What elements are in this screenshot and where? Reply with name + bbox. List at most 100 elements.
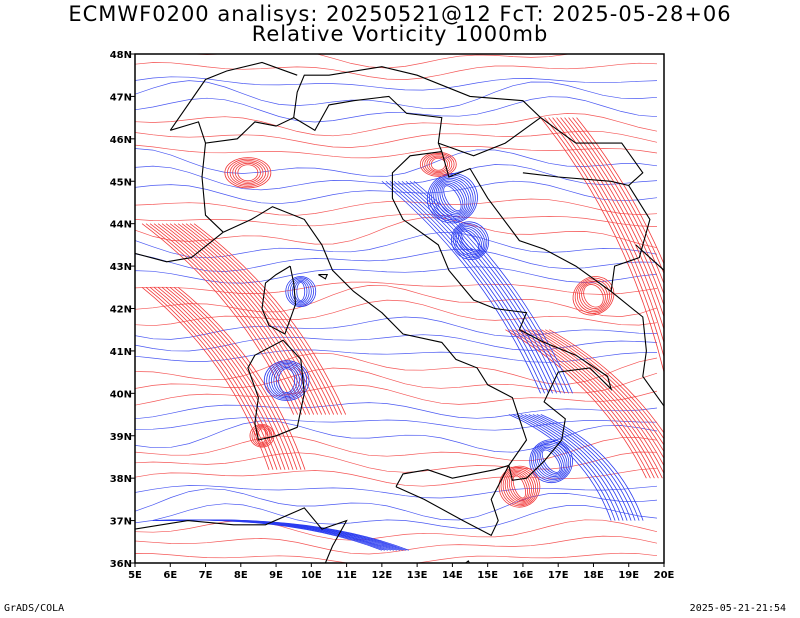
- negative-contour: [389, 180, 549, 394]
- negative-contour: [135, 96, 658, 123]
- positive-contour: [181, 223, 335, 415]
- positive-contour: [189, 223, 343, 415]
- lat-tick-label: 38N: [110, 474, 132, 485]
- negative-contour: [135, 164, 658, 191]
- negative-contour: [135, 402, 658, 420]
- longitude-axis: 5E 6E 7E 8E 9E 10E 11E 12E 13E 14E 15E 16E 17E 18E 19E…: [128, 563, 675, 581]
- positive-contour: [533, 329, 664, 460]
- positive-contour: [428, 156, 448, 172]
- negative-contour: [536, 445, 566, 478]
- negative-contour: [439, 182, 466, 215]
- negative-contour: [278, 368, 296, 394]
- positive-contour: [583, 284, 604, 308]
- positive-contour: [574, 277, 613, 314]
- lat-tick-label: 42N: [110, 305, 132, 316]
- negative-contour: [433, 177, 472, 219]
- negative-contour: [291, 279, 310, 304]
- positive-contour: [169, 286, 298, 470]
- negative-contour: [409, 180, 569, 394]
- positive-contour: [564, 117, 664, 296]
- lon-tick-label: 6E: [163, 570, 177, 581]
- positive-contour: [135, 285, 658, 317]
- positive-contour: [149, 223, 303, 415]
- coastline: [522, 172, 629, 187]
- positive-contour: [568, 117, 664, 285]
- positive-contour: [579, 280, 608, 311]
- positive-contour: [422, 153, 455, 176]
- positive-contour: [232, 161, 264, 185]
- positive-contour: [135, 213, 658, 227]
- positive-contour: [552, 117, 664, 331]
- negative-contour: [441, 183, 464, 213]
- negative-contour: [450, 221, 490, 260]
- negative-contour: [385, 180, 545, 394]
- positive-contour: [224, 157, 272, 189]
- coastline: [247, 339, 305, 441]
- lat-tick-label: 40N: [110, 389, 132, 400]
- positive-contour: [548, 117, 664, 345]
- negative-contour: [263, 360, 310, 401]
- coastline: [438, 116, 651, 292]
- negative-contour: [413, 180, 573, 394]
- positive-contour: [506, 471, 532, 503]
- negative-contour: [266, 361, 308, 400]
- software-credit: GrADS/COLA: [4, 603, 65, 614]
- negative-contour: [524, 414, 628, 521]
- lat-tick-label: 36N: [110, 559, 132, 570]
- positive-contour: [253, 426, 271, 446]
- negative-contour: [457, 227, 483, 254]
- negative-contour: [540, 414, 644, 521]
- positive-contour: [576, 117, 664, 266]
- positive-contour: [576, 279, 611, 313]
- positive-contour: [153, 286, 282, 470]
- positive-contour: [177, 223, 331, 415]
- positive-contour: [549, 329, 664, 434]
- vorticity-contours: [135, 54, 664, 563]
- positive-contour: [498, 465, 541, 508]
- coastline: [441, 151, 664, 407]
- lat-tick-label: 46N: [110, 135, 132, 146]
- positive-contour: [165, 286, 294, 470]
- negative-contour: [393, 180, 553, 394]
- lon-tick-label: 20E: [654, 570, 675, 581]
- negative-contour: [296, 282, 306, 301]
- lon-tick-label: 13E: [407, 570, 428, 581]
- lon-tick-label: 7E: [199, 570, 213, 581]
- positive-contour: [165, 223, 319, 415]
- negative-contour: [533, 442, 570, 481]
- negative-contour: [435, 179, 470, 218]
- positive-contour: [135, 384, 658, 406]
- positive-contour: [193, 223, 347, 415]
- positive-contour: [135, 62, 658, 80]
- map-background: [135, 54, 664, 563]
- negative-contour: [516, 414, 620, 521]
- negative-contour: [541, 449, 561, 473]
- lon-tick-label: 17E: [548, 570, 569, 581]
- positive-contour: [237, 164, 259, 182]
- positive-contour: [145, 223, 299, 415]
- coastline: [318, 274, 329, 280]
- lon-tick-label: 5E: [128, 570, 142, 581]
- negative-contour: [459, 229, 481, 253]
- negative-contour: [512, 414, 616, 521]
- negative-contour: [452, 223, 488, 259]
- coastline: [135, 231, 224, 263]
- negative-contour: [534, 443, 568, 479]
- positive-contour: [545, 329, 664, 440]
- lon-tick-label: 8E: [234, 570, 248, 581]
- positive-contour: [135, 144, 658, 159]
- positive-contour: [234, 162, 261, 183]
- positive-contour: [153, 223, 307, 415]
- positive-contour: [135, 435, 658, 462]
- coastline: [170, 121, 207, 144]
- lat-tick-label: 43N: [110, 262, 132, 273]
- lon-tick-label: 12E: [371, 570, 392, 581]
- positive-contour: [135, 552, 658, 563]
- negative-contour: [431, 176, 474, 221]
- positive-contour: [512, 474, 527, 499]
- negative-contour: [135, 503, 658, 529]
- negative-contour: [531, 440, 572, 482]
- lon-tick-label: 16E: [513, 570, 534, 581]
- negative-contour: [179, 519, 410, 551]
- lat-tick-label: 37N: [110, 517, 132, 528]
